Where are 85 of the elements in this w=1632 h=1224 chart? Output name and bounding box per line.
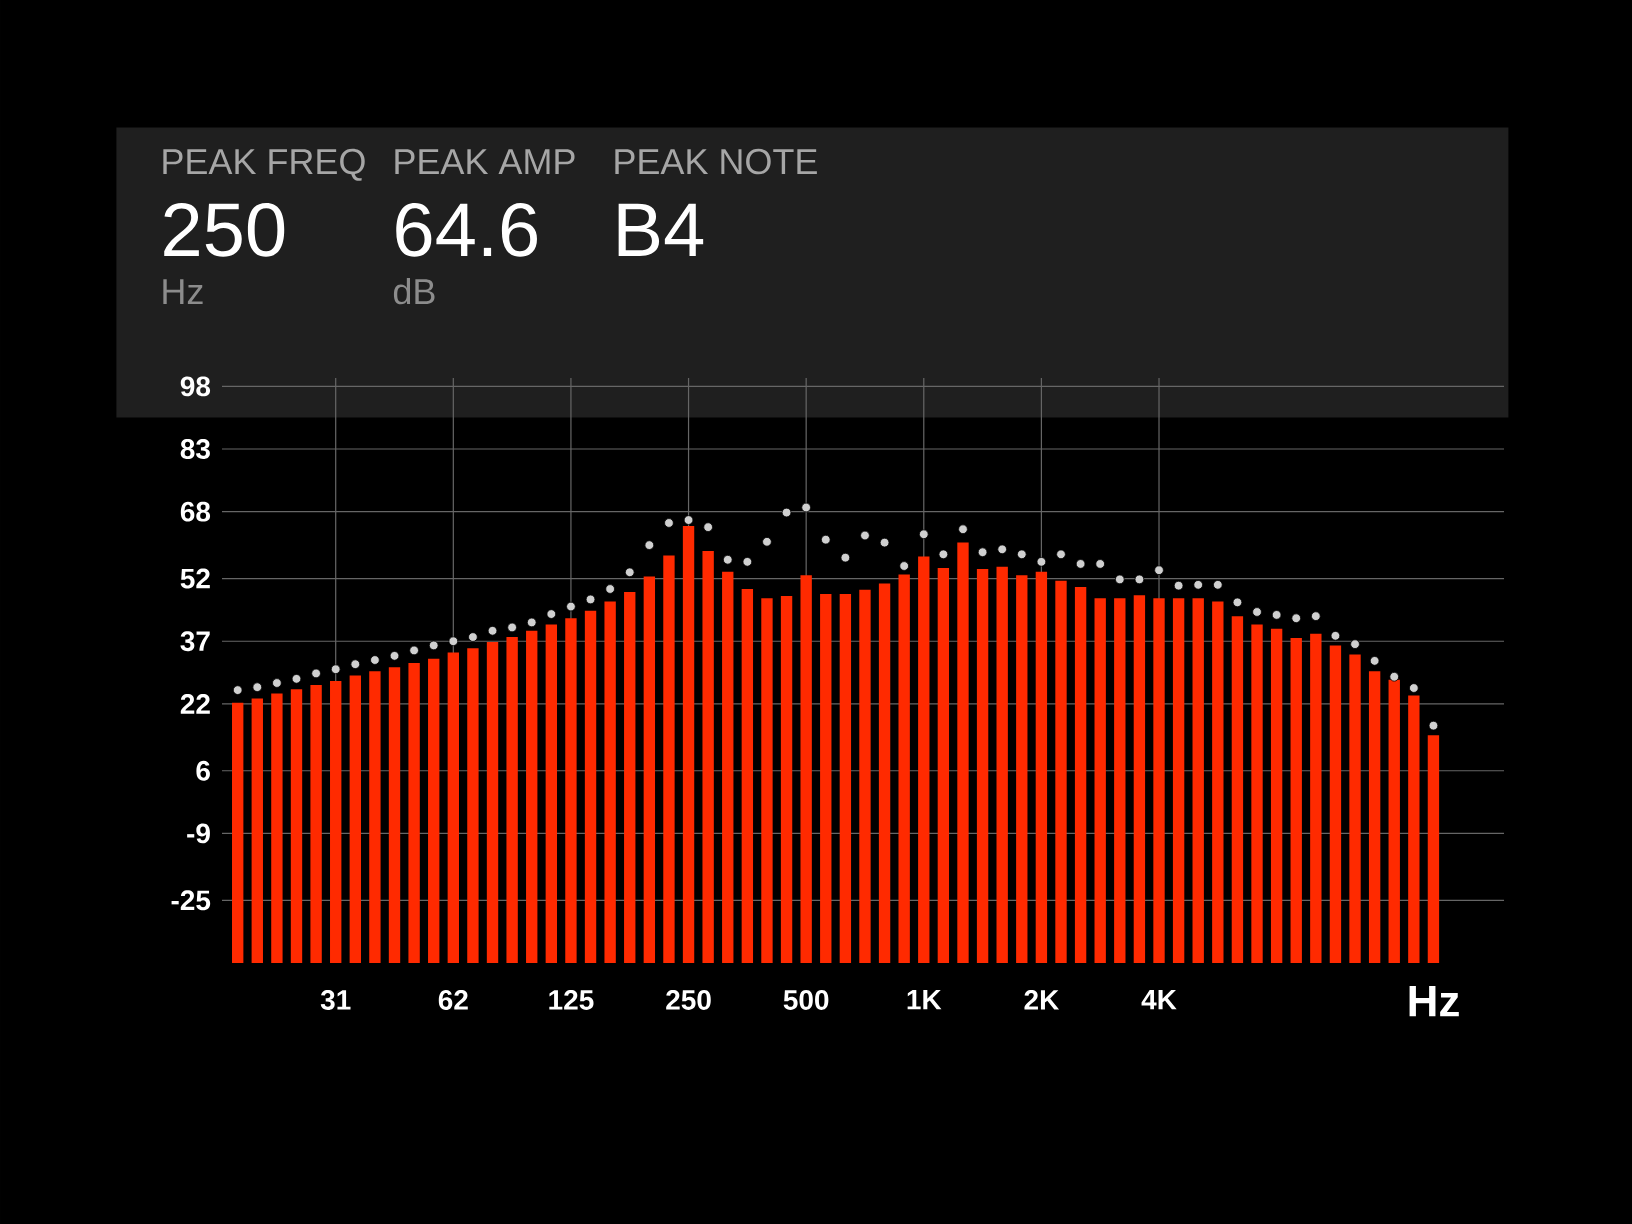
bar: [624, 591, 636, 963]
bar: [290, 689, 303, 963]
bar: [565, 618, 577, 963]
y-tick-label: 68: [180, 501, 211, 522]
bar: [859, 589, 871, 963]
x-tick-label: 1K: [907, 990, 942, 1010]
bar: [918, 556, 930, 963]
bar: [957, 542, 969, 963]
bar: [1349, 654, 1361, 963]
bar: [330, 680, 342, 963]
x-tick-label: 62: [438, 990, 468, 1010]
bar: [584, 610, 597, 963]
bar: [447, 652, 459, 963]
bar: [1290, 637, 1302, 963]
bar: [1251, 624, 1263, 963]
bar: [1329, 645, 1342, 963]
bar: [1310, 633, 1322, 963]
bar: [878, 583, 891, 963]
bar: [722, 571, 734, 963]
bar: [1427, 735, 1440, 963]
bar: [741, 589, 754, 963]
x-tick-label: 500: [783, 990, 829, 1010]
bar: [937, 568, 950, 963]
bar: [408, 662, 420, 963]
bar: [1074, 586, 1087, 963]
bar: [388, 667, 401, 963]
bar: [1192, 598, 1204, 963]
bar: [428, 658, 440, 963]
text: 250: [164, 202, 285, 257]
bar: [820, 594, 832, 963]
bar: [1016, 575, 1028, 963]
bar: [1153, 598, 1165, 963]
bar: [643, 576, 656, 963]
bar: [663, 555, 675, 963]
y-tick-label: 98: [180, 376, 211, 397]
bar: [976, 568, 989, 963]
bar: [232, 702, 244, 963]
x-tick-label: 4K: [1141, 990, 1177, 1010]
text: Hz: [163, 279, 203, 304]
bar: [800, 575, 812, 963]
y-tick-label: 22: [180, 694, 210, 714]
bar: [486, 642, 499, 963]
bar: [996, 566, 1008, 963]
bar: [1172, 598, 1185, 963]
y-tick-label: 6: [196, 760, 210, 781]
bar: [1094, 598, 1106, 963]
bar: [604, 601, 616, 963]
bar: [898, 574, 910, 963]
y-tick-label: 52: [180, 568, 210, 589]
bar: [349, 675, 361, 963]
bar: [1114, 598, 1126, 963]
bar: [1231, 616, 1244, 963]
text: PEAK FREQ: [163, 148, 365, 181]
x-tick-label: 250: [666, 990, 711, 1010]
bar: [1055, 580, 1067, 963]
text: PEAK AMP: [395, 149, 575, 174]
bar: [310, 685, 322, 963]
bar: [545, 624, 558, 963]
x-axis-title: Hz: [1409, 986, 1459, 1017]
bar: [1368, 671, 1381, 963]
bar: [1212, 601, 1224, 963]
x-tick-label: 2K: [1024, 990, 1060, 1010]
bar: [839, 594, 852, 963]
x-tick-label: 31: [320, 990, 351, 1010]
y-tick-label: 37: [180, 631, 210, 652]
bar: [1035, 571, 1048, 963]
text: 64.6: [396, 202, 537, 257]
bar: [1270, 628, 1283, 963]
bar: [780, 596, 793, 963]
text: B4: [618, 203, 704, 256]
bar: [761, 598, 773, 963]
y-tick-label: -25: [171, 890, 211, 911]
x-tick-label: 125: [549, 990, 594, 1010]
bar: [467, 648, 479, 963]
bar: [251, 698, 263, 963]
bar: [506, 637, 518, 963]
bar: [526, 630, 538, 963]
y-tick-label: -9: [187, 823, 210, 844]
text: PEAK NOTE: [615, 148, 817, 175]
bar: [702, 550, 714, 963]
text: dB: [393, 277, 435, 305]
y-tick-label: 83: [180, 439, 210, 459]
bar: [271, 693, 283, 963]
bar: [369, 671, 381, 963]
bar: [1133, 595, 1146, 963]
